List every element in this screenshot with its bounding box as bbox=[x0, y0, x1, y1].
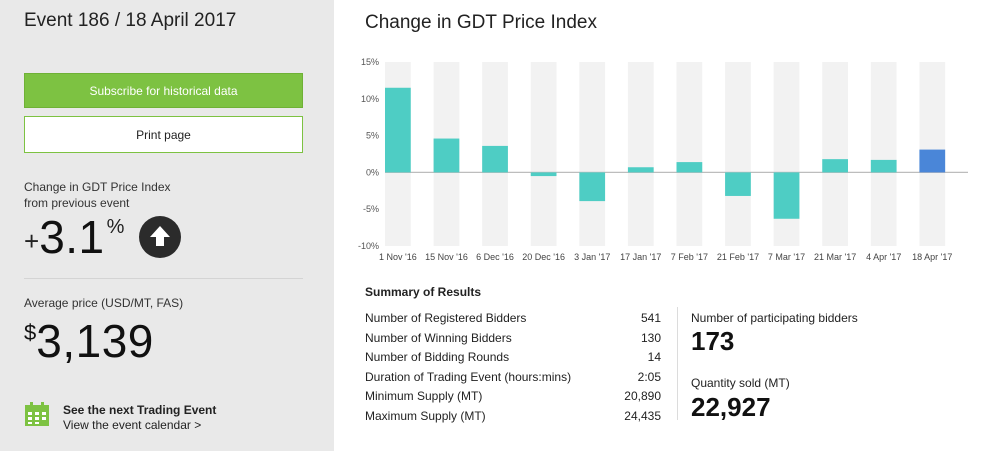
average-price-value: $ 3,139 bbox=[24, 314, 154, 368]
price-change-sign: + bbox=[24, 226, 40, 256]
result-row: Maximum Supply (MT) 24,435 bbox=[365, 407, 661, 427]
result-row: Duration of Trading Event (hours:mins) 2… bbox=[365, 368, 661, 388]
x-tick-label: 21 Feb '17 bbox=[717, 252, 759, 262]
results-table: Number of Registered Bidders 541 Number … bbox=[365, 309, 661, 427]
chart-bar bbox=[919, 149, 946, 173]
result-value: 130 bbox=[640, 330, 661, 345]
result-value: 14 bbox=[647, 350, 661, 365]
average-price-label: Average price (USD/MT, FAS) bbox=[24, 296, 184, 310]
price-change-number: 3.1 bbox=[39, 211, 105, 263]
result-label: Duration of Trading Event (hours:mins) bbox=[365, 369, 572, 384]
calendar-icon bbox=[24, 401, 50, 432]
chart-bar bbox=[385, 87, 411, 173]
x-tick-label: 1 Nov '16 bbox=[379, 252, 417, 262]
participating-bidders-value: 173 bbox=[691, 326, 735, 356]
y-tick-label: 0% bbox=[366, 167, 379, 177]
x-tick-label: 7 Mar '17 bbox=[768, 252, 805, 262]
chart-column-band bbox=[870, 62, 897, 246]
result-label: Minimum Supply (MT) bbox=[365, 389, 483, 404]
chart-column-band bbox=[822, 62, 848, 246]
summary-divider bbox=[677, 307, 678, 420]
chart-bar bbox=[822, 159, 848, 173]
result-label: Maximum Supply (MT) bbox=[365, 408, 486, 423]
chart-bar bbox=[627, 167, 654, 173]
sidebar: Event 186 / 18 April 2017 Subscribe for … bbox=[0, 0, 334, 451]
x-tick-label: 18 Apr '17 bbox=[912, 252, 952, 262]
x-tick-label: 20 Dec '16 bbox=[522, 252, 565, 262]
chart-bar bbox=[482, 145, 508, 173]
print-page-button[interactable]: Print page bbox=[24, 116, 303, 153]
x-tick-label: 6 Dec '16 bbox=[476, 252, 514, 262]
y-tick-label: -5% bbox=[363, 204, 379, 214]
chart-bar bbox=[773, 172, 800, 219]
result-label: Number of Winning Bidders bbox=[365, 330, 512, 345]
result-value: 541 bbox=[640, 311, 661, 325]
chart-bar bbox=[870, 159, 897, 173]
chart-column-band bbox=[676, 62, 703, 246]
chart-column-band bbox=[579, 62, 606, 246]
y-tick-label: 15% bbox=[361, 57, 379, 67]
result-value: 20,890 bbox=[624, 389, 661, 404]
price-change-label: Change in GDT Price Index from previous … bbox=[24, 179, 171, 211]
summary-title: Summary of Results bbox=[365, 285, 482, 299]
chart-column-band bbox=[725, 62, 751, 246]
x-tick-label: 7 Feb '17 bbox=[671, 252, 708, 262]
average-price-number: 3,139 bbox=[36, 315, 154, 367]
chart-bar bbox=[579, 172, 606, 202]
result-label: Number of Registered Bidders bbox=[365, 311, 527, 325]
y-tick-label: 5% bbox=[366, 131, 379, 141]
y-tick-label: 10% bbox=[361, 94, 379, 104]
result-value: 2:05 bbox=[637, 369, 661, 384]
chart-bar bbox=[676, 162, 703, 173]
x-tick-label: 17 Jan '17 bbox=[620, 252, 661, 262]
y-tick-label: -10% bbox=[358, 241, 379, 251]
result-label: Number of Bidding Rounds bbox=[365, 350, 510, 365]
quantity-sold-label: Quantity sold (MT) bbox=[691, 376, 790, 390]
average-price-currency: $ bbox=[24, 320, 37, 345]
chart-title: Change in GDT Price Index bbox=[365, 12, 597, 33]
subscribe-button[interactable]: Subscribe for historical data bbox=[24, 73, 303, 108]
x-tick-label: 15 Nov '16 bbox=[425, 252, 468, 262]
participating-bidders-label: Number of participating bidders bbox=[691, 311, 858, 325]
result-row: Number of Registered Bidders 541 bbox=[365, 309, 661, 329]
x-tick-label: 3 Jan '17 bbox=[574, 252, 610, 262]
x-tick-label: 21 Mar '17 bbox=[814, 252, 856, 262]
next-event-title: See the next Trading Event bbox=[63, 403, 217, 417]
result-row: Number of Winning Bidders 130 bbox=[365, 329, 661, 349]
price-index-chart: 15% 10% 5% 0% -5% -10%1 Nov '16 15 Nov '16 6 De… bbox=[358, 57, 968, 262]
price-change-value: + 3.1 % bbox=[24, 210, 124, 266]
chart-bar bbox=[725, 172, 751, 196]
chart-column-band bbox=[530, 62, 557, 246]
price-change-unit: % bbox=[106, 216, 125, 238]
result-row: Number of Bidding Rounds 14 bbox=[365, 348, 661, 368]
chart-column-band bbox=[627, 62, 654, 246]
result-row: Minimum Supply (MT) 20,890 bbox=[365, 387, 661, 407]
event-calendar-link[interactable]: View the event calendar > bbox=[63, 418, 202, 432]
quantity-sold-value: 22,927 bbox=[691, 392, 771, 422]
x-tick-label: 4 Apr '17 bbox=[866, 252, 901, 262]
event-title: Event 186 / 18 April 2017 bbox=[24, 10, 237, 31]
chart-bar bbox=[530, 172, 557, 177]
price-change-label-line1: Change in GDT Price Index bbox=[24, 180, 171, 194]
result-value: 24,435 bbox=[624, 408, 661, 423]
sidebar-divider bbox=[24, 278, 303, 279]
arrow-up-circle-icon bbox=[139, 216, 181, 258]
chart-bar bbox=[433, 138, 460, 173]
price-change-label-line2: from previous event bbox=[24, 196, 130, 210]
